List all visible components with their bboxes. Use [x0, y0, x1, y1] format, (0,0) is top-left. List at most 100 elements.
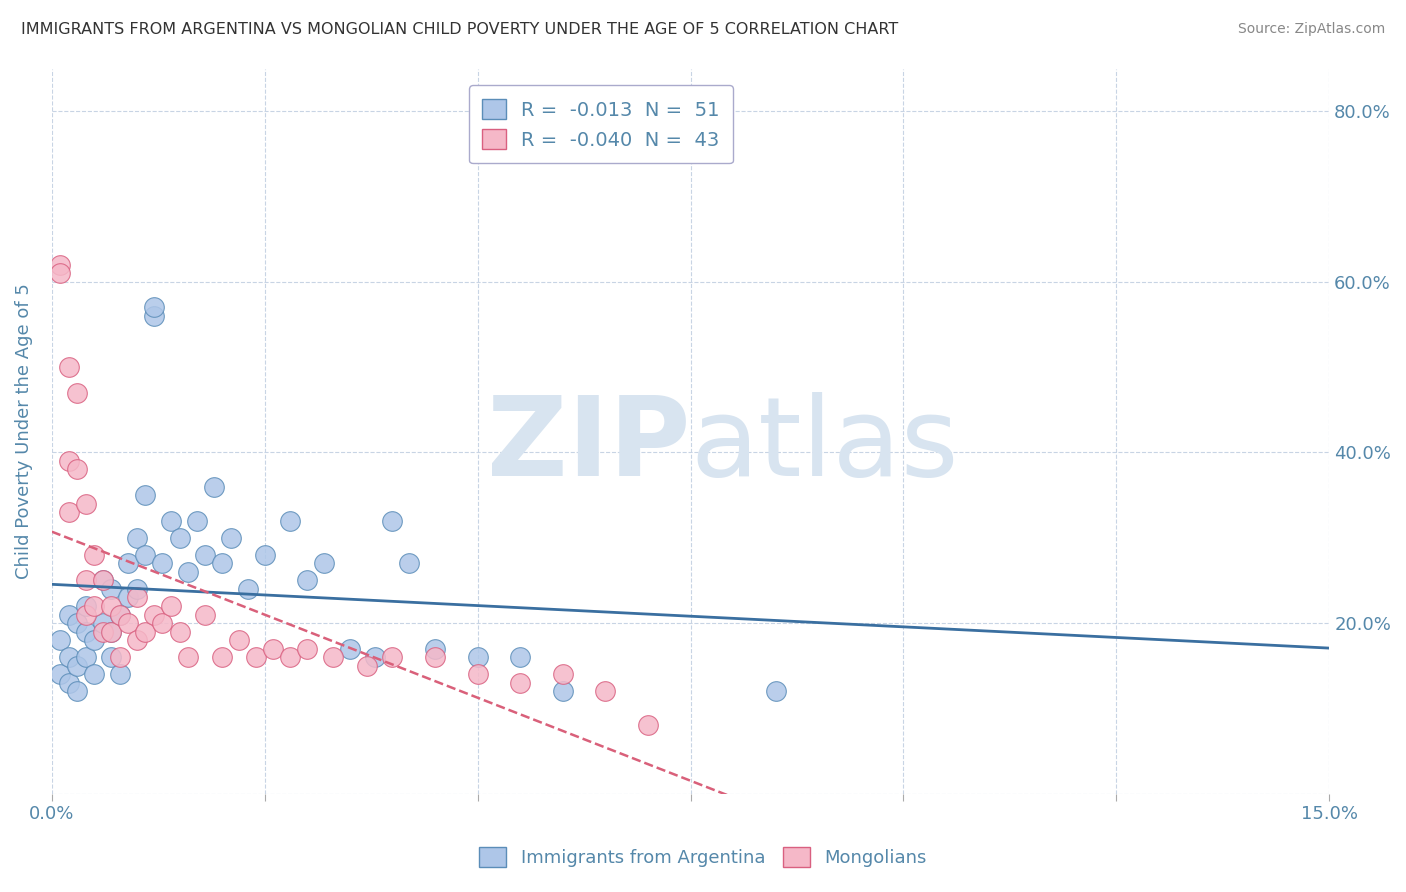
- Point: [253, 548, 276, 562]
- Point: [108, 607, 131, 622]
- Point: [49, 633, 72, 648]
- Point: [423, 641, 446, 656]
- Point: [91, 574, 114, 588]
- Point: [169, 624, 191, 639]
- Point: [117, 591, 139, 605]
- Point: [219, 531, 242, 545]
- Point: [75, 607, 97, 622]
- Point: [58, 607, 80, 622]
- Point: [125, 531, 148, 545]
- Point: [58, 360, 80, 375]
- Text: Source: ZipAtlas.com: Source: ZipAtlas.com: [1237, 22, 1385, 37]
- Point: [262, 641, 284, 656]
- Point: [100, 624, 122, 639]
- Point: [75, 650, 97, 665]
- Point: [211, 650, 233, 665]
- Point: [467, 650, 489, 665]
- Point: [177, 565, 200, 579]
- Point: [125, 582, 148, 596]
- Point: [236, 582, 259, 596]
- Point: [100, 624, 122, 639]
- Point: [314, 557, 336, 571]
- Point: [202, 479, 225, 493]
- Point: [509, 650, 531, 665]
- Point: [117, 557, 139, 571]
- Point: [75, 599, 97, 613]
- Point: [177, 650, 200, 665]
- Point: [75, 624, 97, 639]
- Point: [83, 548, 105, 562]
- Point: [91, 624, 114, 639]
- Point: [49, 258, 72, 272]
- Point: [91, 615, 114, 630]
- Point: [765, 684, 787, 698]
- Point: [637, 718, 659, 732]
- Point: [142, 301, 165, 315]
- Point: [160, 599, 183, 613]
- Point: [91, 574, 114, 588]
- Point: [58, 454, 80, 468]
- Point: [509, 675, 531, 690]
- Point: [49, 667, 72, 681]
- Point: [58, 650, 80, 665]
- Point: [117, 615, 139, 630]
- Point: [58, 505, 80, 519]
- Point: [100, 650, 122, 665]
- Text: ZIP: ZIP: [486, 392, 690, 500]
- Point: [125, 633, 148, 648]
- Text: atlas: atlas: [690, 392, 959, 500]
- Point: [66, 462, 89, 476]
- Point: [297, 574, 319, 588]
- Point: [381, 650, 404, 665]
- Legend: Immigrants from Argentina, Mongolians: Immigrants from Argentina, Mongolians: [472, 839, 934, 874]
- Y-axis label: Child Poverty Under the Age of 5: Child Poverty Under the Age of 5: [15, 283, 32, 579]
- Point: [467, 667, 489, 681]
- Point: [75, 497, 97, 511]
- Point: [278, 514, 301, 528]
- Point: [194, 548, 217, 562]
- Point: [75, 574, 97, 588]
- Point: [278, 650, 301, 665]
- Point: [423, 650, 446, 665]
- Point: [152, 615, 174, 630]
- Point: [297, 641, 319, 656]
- Text: IMMIGRANTS FROM ARGENTINA VS MONGOLIAN CHILD POVERTY UNDER THE AGE OF 5 CORRELAT: IMMIGRANTS FROM ARGENTINA VS MONGOLIAN C…: [21, 22, 898, 37]
- Point: [100, 599, 122, 613]
- Point: [66, 615, 89, 630]
- Point: [152, 557, 174, 571]
- Point: [83, 599, 105, 613]
- Point: [194, 607, 217, 622]
- Point: [551, 684, 574, 698]
- Point: [211, 557, 233, 571]
- Point: [108, 650, 131, 665]
- Point: [108, 667, 131, 681]
- Point: [49, 266, 72, 280]
- Point: [108, 607, 131, 622]
- Legend: R =  -0.013  N =  51, R =  -0.040  N =  43: R = -0.013 N = 51, R = -0.040 N = 43: [468, 86, 734, 163]
- Point: [169, 531, 191, 545]
- Point: [228, 633, 250, 648]
- Point: [125, 591, 148, 605]
- Point: [339, 641, 361, 656]
- Point: [134, 488, 156, 502]
- Point: [322, 650, 344, 665]
- Point: [83, 633, 105, 648]
- Point: [134, 624, 156, 639]
- Point: [66, 385, 89, 400]
- Point: [142, 309, 165, 323]
- Point: [595, 684, 617, 698]
- Point: [160, 514, 183, 528]
- Point: [245, 650, 267, 665]
- Point: [66, 684, 89, 698]
- Point: [364, 650, 387, 665]
- Point: [551, 667, 574, 681]
- Point: [381, 514, 404, 528]
- Point: [356, 658, 378, 673]
- Point: [398, 557, 420, 571]
- Point: [83, 667, 105, 681]
- Point: [134, 548, 156, 562]
- Point: [100, 582, 122, 596]
- Point: [142, 607, 165, 622]
- Point: [186, 514, 208, 528]
- Point: [58, 675, 80, 690]
